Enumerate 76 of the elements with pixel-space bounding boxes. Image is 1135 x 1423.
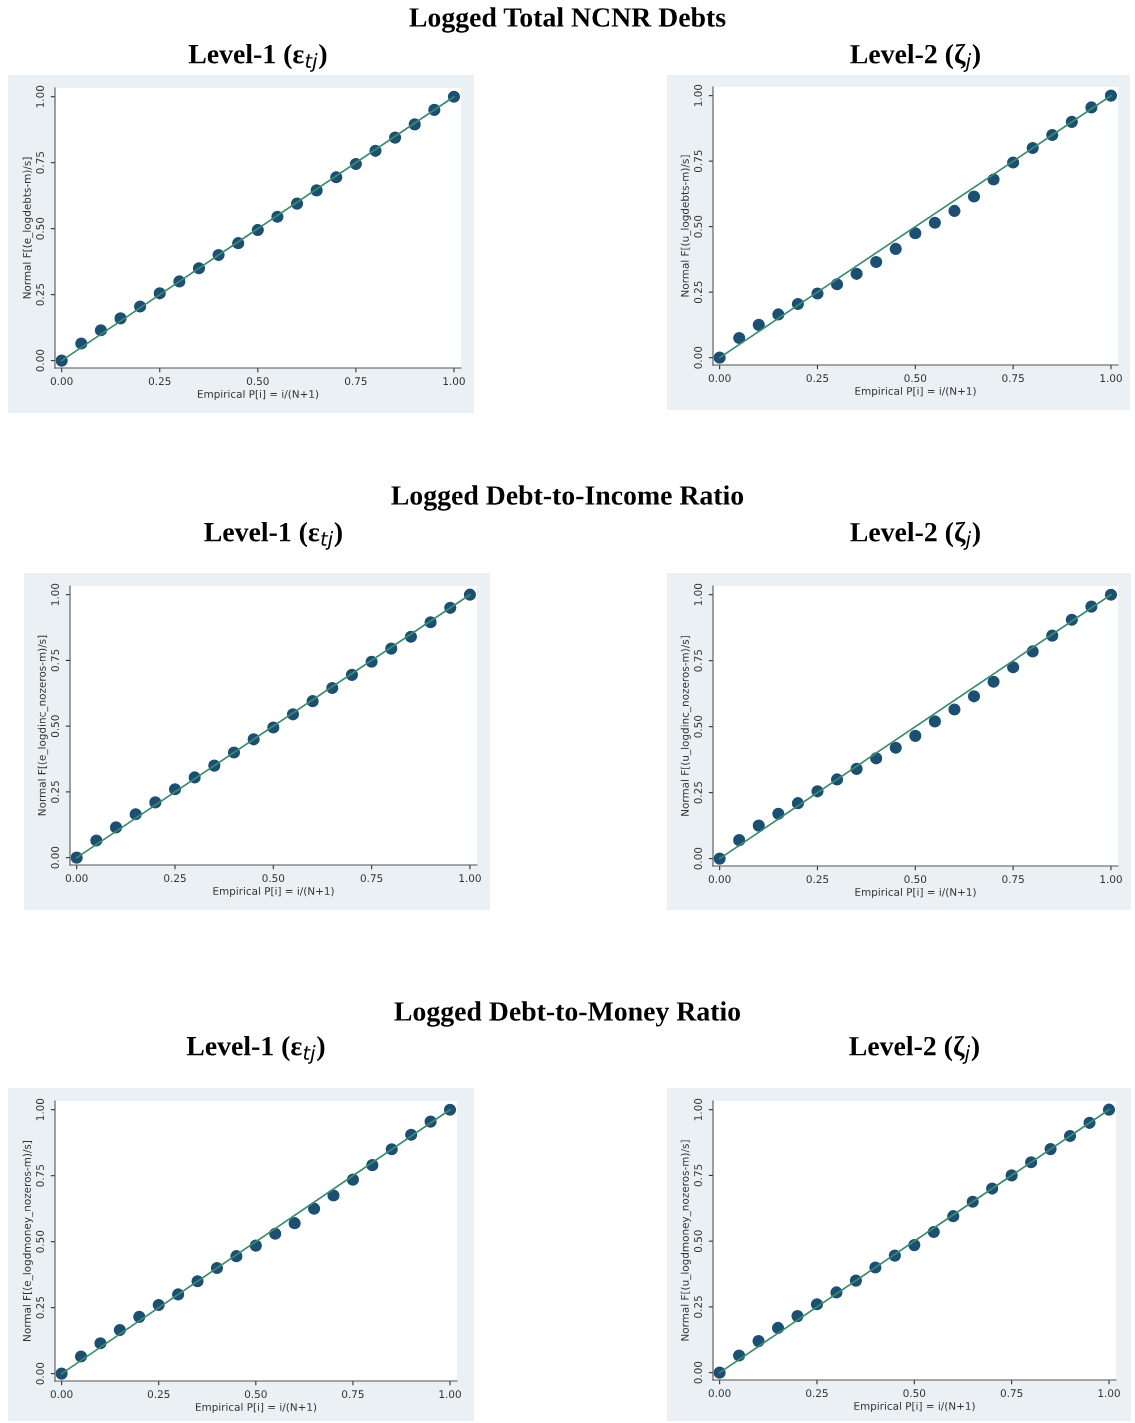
- x-tick-label: 0.00: [708, 374, 731, 383]
- x-tick-label: 1.00: [1100, 374, 1122, 383]
- y-tick-label: 1.00: [36, 85, 44, 108]
- x-tick-label: 0.25: [164, 874, 186, 883]
- x-tick-label: 0.50: [903, 1389, 926, 1398]
- text: Logged Total NCNR Debts: [409, 7, 726, 33]
- chart-title: Level-2 (ζ$_{j}$): [850, 43, 980, 72]
- x-tick-label: 0.25: [806, 374, 829, 383]
- x-tick-label: 1.00: [1098, 1389, 1120, 1398]
- y-tick-label: 0.50: [51, 715, 59, 738]
- chart-title: Level-2 (ζ$_{j}$): [850, 521, 980, 550]
- x-axis-title: Empirical P[i] = i/(N+1): [854, 1401, 975, 1412]
- y-axis-title: Normal F[(e_logdebts-m)/s]: [22, 157, 34, 299]
- x-tick-label: 0.50: [262, 874, 285, 883]
- y-tick-label: 0.25: [694, 1296, 702, 1318]
- x-tick-label: 0.75: [1002, 374, 1024, 383]
- y-tick-label: 0.25: [694, 781, 702, 804]
- y-tick-label: 0.75: [36, 152, 44, 174]
- x-tick-label: 0.25: [147, 1390, 170, 1399]
- y-tick-label: 0.75: [694, 1164, 702, 1187]
- y-tick-label: 1.00: [694, 583, 702, 606]
- y-tick-label: 0.25: [36, 1296, 44, 1319]
- y-tick-label: 0.75: [51, 649, 59, 672]
- y-tick-label: 0.25: [51, 781, 59, 803]
- y-tick-label: 0.00: [51, 846, 59, 869]
- chart-title: Level-2 (ζ$_{j}$): [849, 1035, 979, 1064]
- y-tick-label: 0.00: [694, 346, 702, 369]
- y-tick-label: 1.00: [694, 1098, 702, 1121]
- y-tick-label: 1.00: [36, 1098, 44, 1121]
- x-axis-title: Empirical P[i] = i/(N+1): [855, 887, 976, 898]
- y-axis-title: Normal F[(u_logdmoney_nozeros-m)/s]: [680, 1140, 692, 1341]
- chart-title: Level-1 (ε$_{tj}$): [186, 1035, 325, 1064]
- y-tick-label: 0.50: [36, 217, 44, 240]
- y-tick-label: 0.00: [694, 1361, 702, 1384]
- x-tick-label: 0.50: [246, 377, 269, 386]
- x-tick-label: 1.00: [459, 874, 481, 883]
- x-axis-title: Empirical P[i] = i/(N+1): [213, 886, 334, 897]
- x-tick-label: 0.75: [1002, 875, 1024, 884]
- x-tick-label: 0.25: [806, 875, 829, 884]
- y-tick-label: 0.75: [694, 650, 702, 672]
- x-tick-label: 0.75: [344, 377, 367, 386]
- y-tick-label: 0.75: [694, 150, 702, 173]
- y-tick-label: 0.50: [36, 1230, 44, 1253]
- x-axis-title: Empirical P[i] = i/(N+1): [195, 1402, 317, 1413]
- text: Logged Debt-to-Income Ratio: [391, 485, 744, 511]
- x-tick-label: 1.00: [1100, 875, 1122, 884]
- y-axis-title: Normal F[(u_logdinc_nozeros-m)/s]: [680, 636, 692, 816]
- y-tick-label: 0.25: [694, 281, 702, 304]
- x-tick-label: 0.50: [904, 875, 927, 884]
- x-axis-title: Empirical P[i] = i/(N+1): [855, 386, 976, 397]
- x-tick-label: 1.00: [439, 1390, 461, 1399]
- y-axis-title: Normal F[(e_logdinc_nozeros-m)/s]: [37, 635, 49, 816]
- x-tick-label: 0.25: [148, 377, 171, 386]
- y-tick-label: 0.50: [694, 1230, 702, 1253]
- y-tick-label: 1.00: [51, 583, 59, 606]
- y-tick-label: 0.50: [694, 715, 702, 738]
- x-tick-label: 0.75: [342, 1390, 364, 1399]
- x-tick-label: 0.50: [904, 374, 927, 383]
- y-tick-label: 0.25: [36, 283, 44, 306]
- x-axis-title: Empirical P[i] = i/(N+1): [197, 389, 319, 400]
- x-tick-label: 0.00: [65, 874, 88, 883]
- text: Logged Debt-to-Money Ratio: [394, 1001, 741, 1027]
- x-tick-label: 1.00: [443, 377, 465, 386]
- x-tick-label: 0.75: [360, 874, 383, 883]
- y-axis-title: Normal F[(e_logdmoney_nozeros-m)/s]: [22, 1140, 34, 1341]
- chart-title: Level-1 (ε$_{tj}$): [188, 43, 327, 72]
- x-tick-label: 0.00: [708, 875, 731, 884]
- x-tick-label: 0.50: [244, 1390, 267, 1399]
- y-axis-title: Normal F[(u_logdebts-m)/s]: [680, 155, 692, 297]
- x-tick-label: 0.25: [806, 1389, 828, 1398]
- x-tick-label: 0.75: [1000, 1389, 1023, 1398]
- x-tick-label: 0.00: [708, 1389, 731, 1398]
- y-tick-label: 0.50: [694, 215, 702, 238]
- chart-title: Level-1 (ε$_{tj}$): [204, 521, 342, 550]
- y-tick-label: 0.75: [36, 1165, 44, 1187]
- y-tick-label: 1.00: [694, 84, 702, 107]
